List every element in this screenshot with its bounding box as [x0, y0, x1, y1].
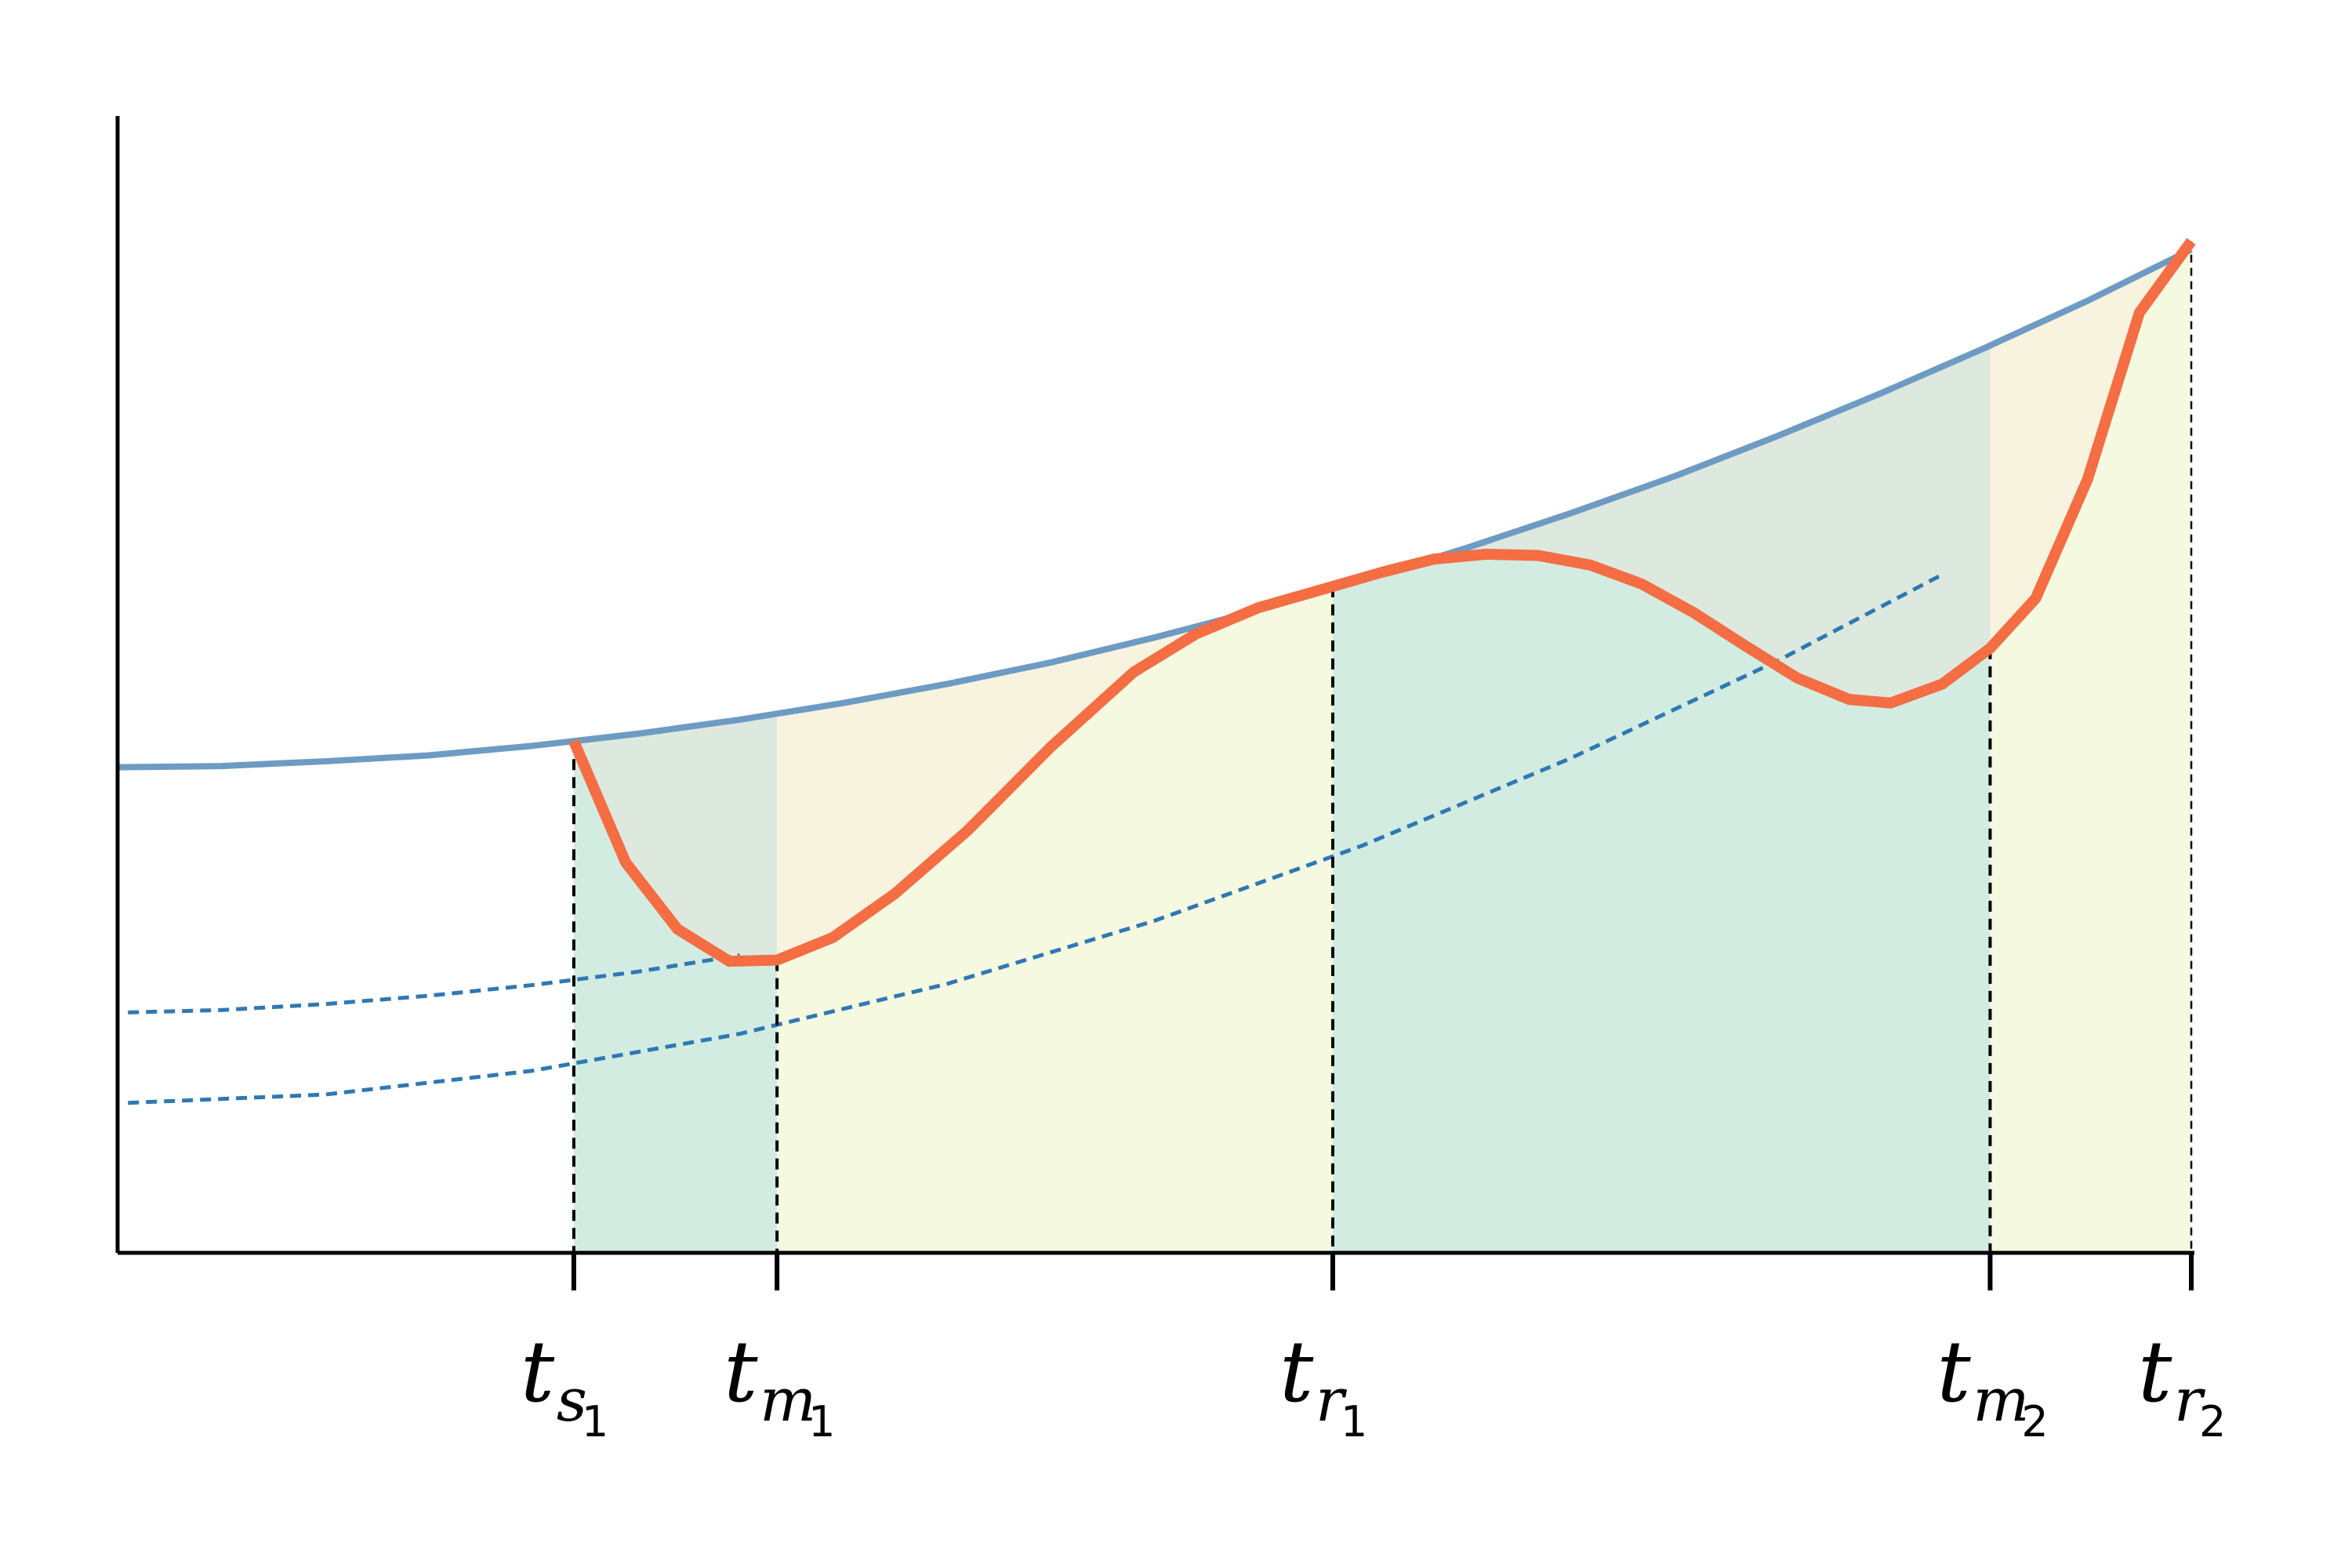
dashed-curve-2	[128, 572, 1944, 1105]
tick-label-subsub: 2	[2199, 1397, 2226, 1446]
tick-label-1: t s1	[521, 1323, 608, 1446]
tick-label-base: t	[1279, 1323, 1314, 1421]
tick-label-5: t r2	[2138, 1323, 2226, 1446]
tick-label-subsub: 2	[2021, 1397, 2048, 1446]
line-layer	[117, 238, 2196, 967]
tick-label-sub: m	[760, 1365, 816, 1435]
signal-line	[568, 238, 2196, 967]
tick-label-base: t	[1936, 1323, 1971, 1421]
tick-label-2: t m1	[724, 1323, 835, 1446]
dashed-layer	[128, 241, 2193, 1253]
tick-label-3: t r1	[1279, 1323, 1367, 1446]
tick-label-subsub: 1	[808, 1397, 835, 1446]
axes	[115, 116, 2194, 1255]
gap-fill-2	[777, 586, 1333, 960]
region-fill-2	[777, 586, 1333, 1253]
fill-layer	[573, 241, 2191, 1254]
gap-fill-4	[1990, 241, 2191, 648]
tick-label-sub: s	[557, 1365, 587, 1435]
envelope-line	[117, 246, 2193, 771]
tick-label-sub: r	[2174, 1365, 2206, 1435]
tick-label-sub: r	[1316, 1365, 1348, 1435]
gap-fill-3	[1332, 345, 1991, 703]
tick-label-subsub: 1	[1341, 1397, 1367, 1446]
tick-label-subsub: 1	[582, 1397, 608, 1446]
tick-label-base: t	[724, 1323, 758, 1421]
tick-label-base: t	[521, 1323, 555, 1421]
region-fill-4	[1990, 241, 2191, 1254]
tick-label-4: t m2	[1936, 1323, 2048, 1446]
region-fill-3	[1332, 554, 1991, 1253]
dashed-curve-1	[128, 953, 740, 1014]
gap-fill-1	[573, 713, 778, 962]
tick-label-sub: m	[1973, 1365, 2029, 1435]
tick-label-base: t	[2138, 1323, 2172, 1421]
x-ticks: t s1t m1t r1t m2t r2	[521, 1253, 2226, 1446]
